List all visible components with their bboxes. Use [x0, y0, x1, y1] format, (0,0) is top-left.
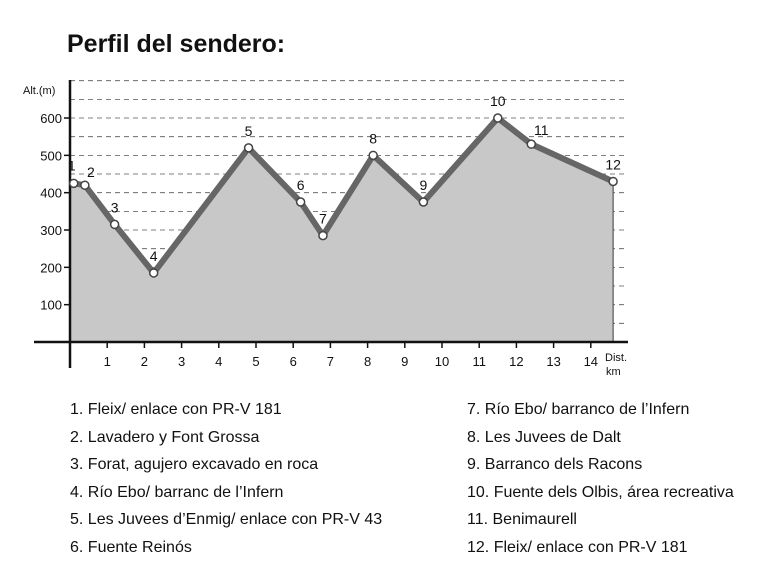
waypoint-marker [526, 139, 537, 149]
waypoint-marker [418, 197, 429, 207]
x-tick-label: 1 [104, 354, 111, 369]
waypoint-marker [318, 230, 328, 241]
waypoint-marker [608, 176, 618, 187]
legend-item: 9. Barranco dels Racons [467, 456, 643, 474]
legend-item: 10. Fuente dels Olbis, área recreativa [467, 483, 734, 501]
legend-item: 8. Les Juvees de Dalt [467, 428, 621, 446]
waypoint-label: 1 [68, 157, 76, 173]
x-tick-label: 7 [327, 354, 334, 369]
legend-item: 6. Fuente Reinós [70, 538, 192, 556]
y-tick-label: 300 [40, 223, 62, 238]
x-tick-label: 3 [178, 354, 185, 369]
waypoint-label: 12 [605, 156, 621, 172]
x-tick-label: 8 [364, 354, 371, 369]
waypoint-marker [295, 197, 306, 207]
elevation-area [70, 118, 614, 343]
legend-item: 1. Fleix/ enlace con PR-V 181 [70, 401, 282, 418]
axes [34, 80, 628, 368]
legend-left-column: 1. Fleix/ enlace con PR-V 181 2. Lavader… [70, 396, 382, 562]
waypoint-label: 3 [111, 199, 119, 215]
waypoint-label: 4 [150, 248, 158, 264]
waypoint-marker [148, 268, 159, 278]
x-tick-label: 10 [435, 354, 449, 369]
waypoint-label: 7 [319, 211, 327, 227]
x-tick-label: 14 [584, 354, 598, 369]
waypoint-marker [243, 143, 254, 153]
waypoint-marker [109, 219, 120, 230]
x-tick-label: 5 [252, 354, 259, 369]
x-tick-label: 4 [215, 354, 222, 369]
waypoint-label: 11 [534, 122, 549, 138]
y-tick-label: 100 [40, 298, 62, 313]
waypoint-label: 10 [490, 93, 506, 109]
waypoint-label: 8 [369, 130, 377, 146]
y-axis-label: Alt.(m) [23, 85, 55, 97]
legend-item: 2. Lavadero y Font Grossa [70, 428, 260, 446]
waypoint-label: 5 [245, 123, 253, 139]
elevation-line [73, 115, 615, 276]
waypoint-label: 6 [297, 177, 305, 193]
legend-item: 12. Fleix/ enlace con PR-V 181 [467, 538, 688, 556]
legend-item: 11. Benimaurell [467, 511, 577, 529]
waypoint-marker [80, 180, 90, 190]
elevation-line-group [73, 115, 615, 276]
x-tick-label: 11 [472, 354, 486, 369]
x-axis-label: Dist. [605, 352, 627, 364]
x-tick-label: 6 [290, 354, 297, 369]
x-tick-label: 9 [401, 354, 408, 369]
x-tick-label: 13 [546, 354, 560, 369]
x-axis-unit: km [606, 366, 621, 378]
legend-right-column: 7. Río Ebo/ barranco de l’Infern 8. Les … [467, 396, 734, 562]
waypoint-marker [68, 178, 79, 189]
legend-item: 5. Les Juvees d’Enmig/ enlace con PR-V 4… [70, 511, 383, 529]
legend-item: 3. Forat, agujero excavado en roca [70, 456, 319, 474]
waypoint-label: 2 [87, 164, 95, 180]
y-tick-label: 400 [40, 186, 62, 201]
waypoint-label: 9 [420, 177, 428, 193]
waypoint-marker [368, 150, 378, 161]
legend-item: 4. Río Ebo/ barranc de l’Infern [70, 483, 284, 501]
x-tick-label: 12 [509, 354, 523, 369]
chart-title: Perfil del sendero: [67, 30, 286, 58]
legend-item: 7. Río Ebo/ barranco de l’Infern [467, 401, 690, 418]
y-tick-label: 600 [40, 111, 62, 126]
y-tick-label: 200 [40, 260, 62, 275]
waypoint-marker [493, 113, 503, 123]
elevation-area-fill [70, 118, 614, 343]
x-tick-label: 2 [141, 354, 148, 369]
y-tick-label: 500 [40, 148, 62, 163]
